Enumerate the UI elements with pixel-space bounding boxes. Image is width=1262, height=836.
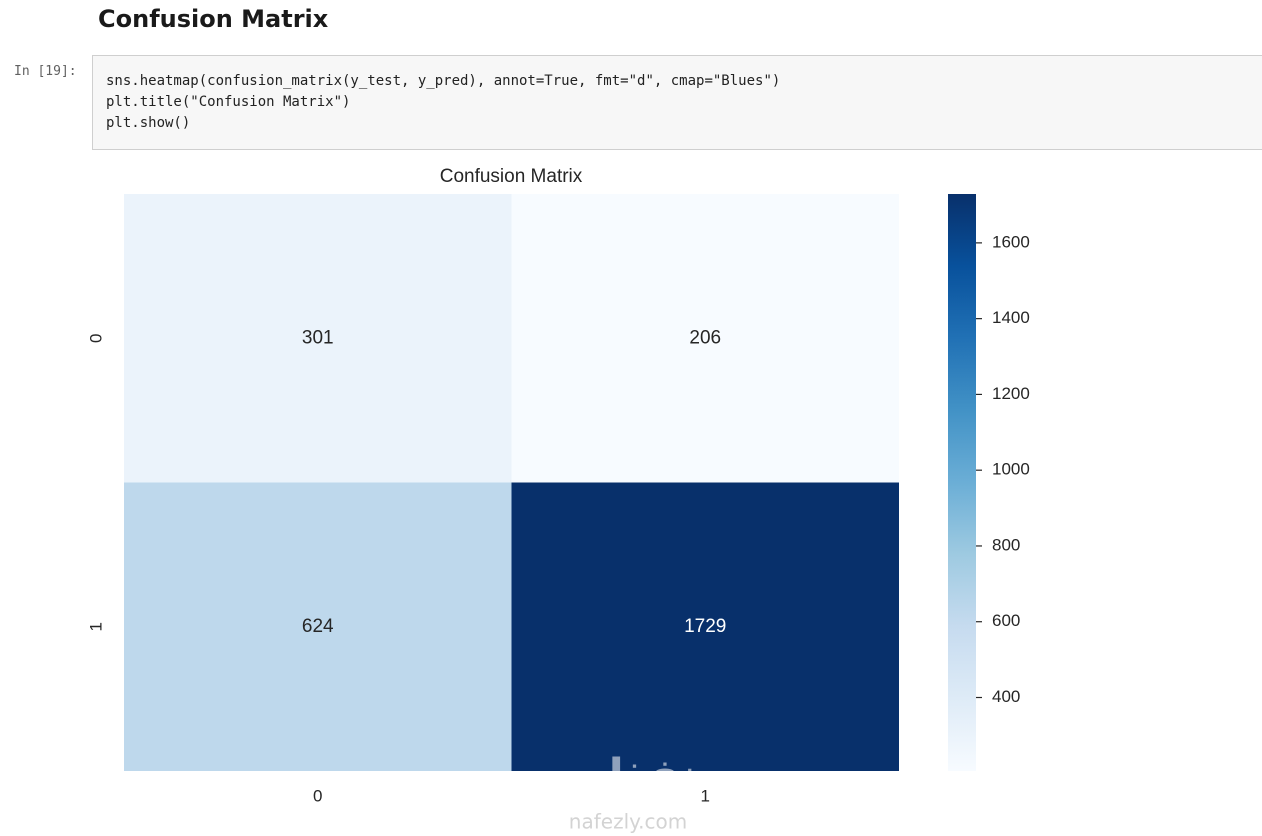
cell-prompt: In [19]: (14, 64, 77, 79)
heatmap-cell (124, 482, 512, 771)
chart-title: Confusion Matrix (440, 166, 583, 187)
code-line: sns.heatmap(confusion_matrix(y_test, y_p… (106, 73, 781, 89)
y-tick-label: 1 (86, 622, 105, 631)
colorbar-tick-label: 1400 (992, 308, 1030, 327)
x-tick-label: 0 (313, 786, 322, 805)
code-line: plt.title("Confusion Matrix") (106, 94, 351, 110)
cell-annotation: 206 (689, 327, 721, 348)
code-cell[interactable]: sns.heatmap(confusion_matrix(y_test, y_p… (92, 55, 1262, 150)
cell-annotation: 301 (302, 327, 334, 348)
heading: Confusion Matrix (98, 5, 329, 33)
colorbar (948, 194, 976, 771)
heatmap-cell (124, 194, 512, 483)
colorbar-tick-label: 800 (992, 535, 1020, 554)
heatmap-cell (511, 194, 899, 483)
cell-annotation: 1729 (684, 616, 726, 637)
colorbar-tick-label: 400 (992, 687, 1020, 706)
colorbar-tick-label: 600 (992, 611, 1020, 630)
code-line: plt.show() (106, 115, 191, 131)
watermark: نفذلي (563, 750, 698, 801)
x-tick-label: 1 (701, 786, 710, 805)
heatmap-cell (511, 482, 899, 771)
colorbar-tick-label: 1200 (992, 384, 1030, 403)
y-tick-label: 0 (86, 334, 105, 343)
watermark: nafezly.com (569, 810, 687, 834)
cell-annotation: 624 (302, 616, 334, 637)
colorbar-tick-label: 1000 (992, 460, 1030, 479)
colorbar-tick-label: 1600 (992, 232, 1030, 251)
